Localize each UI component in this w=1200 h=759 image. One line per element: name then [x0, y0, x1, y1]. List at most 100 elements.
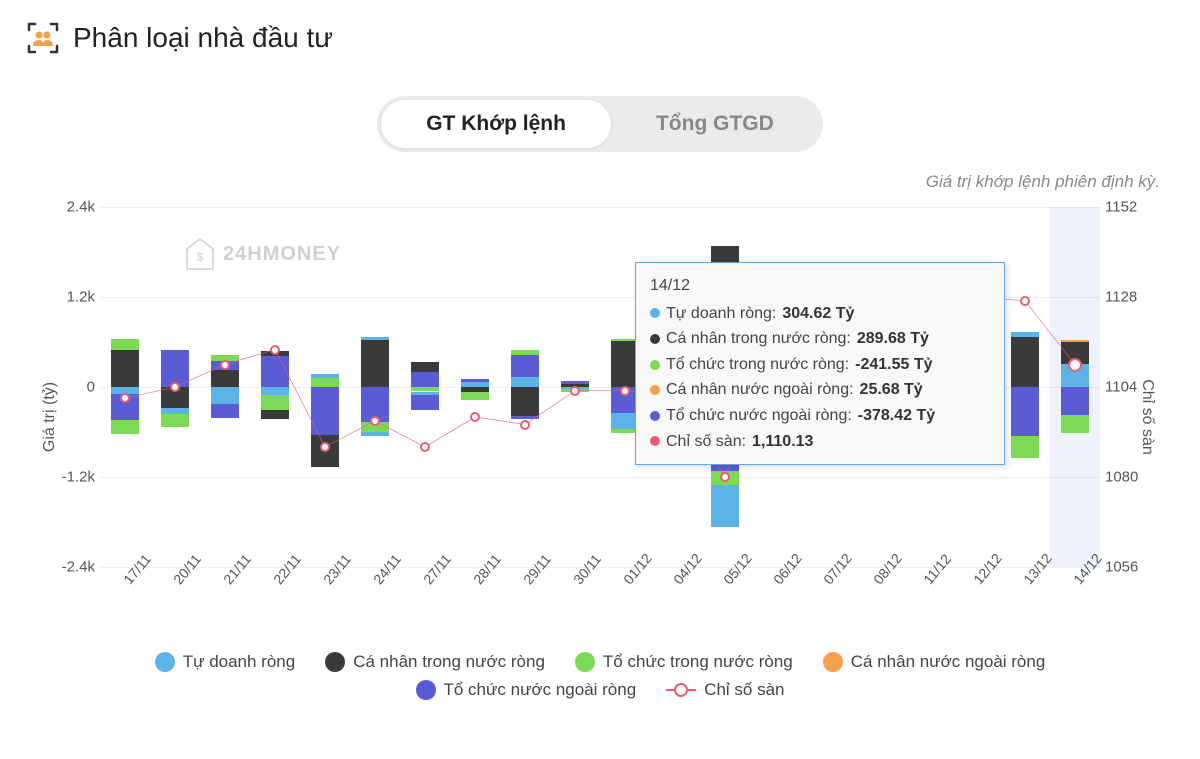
- legend-item[interactable]: Cá nhân trong nước ròng: [325, 652, 545, 672]
- investors-icon: [25, 20, 61, 56]
- legend-line-icon: [666, 689, 696, 691]
- bar-group: [361, 207, 389, 567]
- bar-group: [1011, 207, 1039, 567]
- bar-segment: [1061, 415, 1089, 433]
- page-title: Phân loại nhà đầu tư: [73, 22, 333, 54]
- y-left-tick: -2.4k: [45, 559, 95, 576]
- line-marker: [620, 386, 630, 396]
- bar-segment: [461, 379, 489, 382]
- bar-segment: [511, 377, 539, 387]
- bar-segment: [361, 337, 389, 340]
- tooltip-row: Tự doanh ròng: 304.62 Tỷ: [650, 301, 990, 327]
- bar-segment: [261, 356, 289, 388]
- legend-swatch-icon: [155, 652, 175, 672]
- tooltip-row: Tổ chức nước ngoài ròng: -378.42 Tỷ: [650, 403, 990, 429]
- tooltip: 14/12Tự doanh ròng: 304.62 TỷCá nhân tro…: [635, 262, 1005, 465]
- bar-segment: [411, 362, 439, 372]
- legend-label: Tổ chức nước ngoài ròng: [444, 680, 637, 700]
- legend: Tự doanh ròng Cá nhân trong nước ròng Tổ c…: [0, 637, 1200, 715]
- bar-segment: [211, 370, 239, 387]
- tooltip-row: Chỉ số sàn: 1,110.13: [650, 429, 990, 455]
- line-marker: [1068, 358, 1082, 372]
- tab-tong-gtgd[interactable]: Tổng GTGD: [611, 100, 819, 148]
- svg-text:$: $: [197, 250, 204, 264]
- y-left-tick: 2.4k: [45, 199, 95, 216]
- line-marker: [470, 412, 480, 422]
- bar-group: [261, 207, 289, 567]
- line-marker: [120, 393, 130, 403]
- tooltip-date: 14/12: [650, 273, 990, 299]
- bar-segment: [411, 395, 439, 411]
- y-left-tick: 0: [45, 379, 95, 396]
- legend-label: Tổ chức trong nước ròng: [603, 652, 793, 672]
- line-marker: [1020, 296, 1030, 306]
- bar-group: [111, 207, 139, 567]
- bar-segment: [511, 350, 539, 354]
- bar-segment: [511, 355, 539, 378]
- bar-segment: [211, 387, 239, 404]
- legend-label: Cá nhân trong nước ròng: [353, 652, 545, 672]
- y-left-tick: 1.2k: [45, 289, 95, 306]
- tabs: GT Khớp lệnh Tổng GTGD: [377, 96, 823, 152]
- legend-swatch-icon: [416, 680, 436, 700]
- legend-label: Cá nhân nước ngoài ròng: [851, 652, 1046, 672]
- chart-area: Giá trị (tỷ) Chỉ số sàn $ 24HMONEY 2.4k1…: [30, 197, 1170, 637]
- bar-segment: [1061, 387, 1089, 415]
- bar-segment: [261, 387, 289, 395]
- legend-item[interactable]: Tổ chức trong nước ròng: [575, 652, 793, 672]
- line-marker: [270, 345, 280, 355]
- legend-item[interactable]: Tổ chức nước ngoài ròng: [416, 680, 637, 700]
- line-marker: [420, 442, 430, 452]
- line-marker: [320, 442, 330, 452]
- line-marker: [220, 360, 230, 370]
- legend-label: Tự doanh ròng: [183, 652, 296, 672]
- line-marker: [720, 472, 730, 482]
- line-marker: [170, 382, 180, 392]
- y-left-tick: -1.2k: [45, 469, 95, 486]
- bar-segment: [511, 387, 539, 416]
- bar-group: [511, 207, 539, 567]
- bar-group: [1061, 207, 1089, 567]
- bar-group: [311, 207, 339, 567]
- bar-segment: [111, 420, 139, 434]
- bar-segment: [1011, 332, 1039, 337]
- bar-segment: [311, 374, 339, 379]
- bar-segment: [461, 392, 489, 400]
- legend-item[interactable]: Chỉ số sàn: [666, 680, 784, 700]
- tab-gt-khop-lenh[interactable]: GT Khớp lệnh: [381, 100, 611, 148]
- bar-segment: [161, 414, 189, 427]
- plot-region: $ 24HMONEY 2.4k11521.2k112801104-1.2k108…: [100, 207, 1100, 567]
- tooltip-row: Cá nhân trong nước ròng: 289.68 Tỷ: [650, 326, 990, 352]
- line-marker: [570, 386, 580, 396]
- bar-segment: [711, 485, 739, 527]
- tooltip-row: Cá nhân nước ngoài ròng: 25.68 Tỷ: [650, 377, 990, 403]
- bar-segment: [561, 381, 589, 384]
- bar-group: [461, 207, 489, 567]
- bar-group: [411, 207, 439, 567]
- y-right-tick: 1080: [1105, 469, 1155, 486]
- bar-segment: [1011, 387, 1039, 436]
- legend-item[interactable]: Tự doanh ròng: [155, 652, 296, 672]
- y-right-tick: 1104: [1105, 379, 1155, 396]
- bar-segment: [1011, 436, 1039, 458]
- bar-segment: [111, 339, 139, 350]
- legend-swatch-icon: [823, 652, 843, 672]
- bar-segment: [261, 395, 289, 409]
- bar-segment: [311, 387, 339, 435]
- bar-segment: [111, 350, 139, 388]
- y-right-tick: 1152: [1105, 199, 1155, 216]
- bar-segment: [261, 410, 289, 419]
- bar-segment: [361, 432, 389, 436]
- line-marker: [520, 420, 530, 430]
- legend-swatch-icon: [325, 652, 345, 672]
- bar-group: [211, 207, 239, 567]
- header: Phân loại nhà đầu tư: [0, 0, 1200, 66]
- legend-label: Chỉ số sàn: [704, 680, 784, 700]
- tooltip-row: Tổ chức trong nước ròng: -241.55 Tỷ: [650, 352, 990, 378]
- y-right-tick: 1056: [1105, 559, 1155, 576]
- legend-item[interactable]: Cá nhân nước ngoài ròng: [823, 652, 1046, 672]
- bar-segment: [1061, 340, 1089, 342]
- bar-segment: [311, 378, 339, 387]
- bar-segment: [411, 372, 439, 387]
- y-right-tick: 1128: [1105, 289, 1155, 306]
